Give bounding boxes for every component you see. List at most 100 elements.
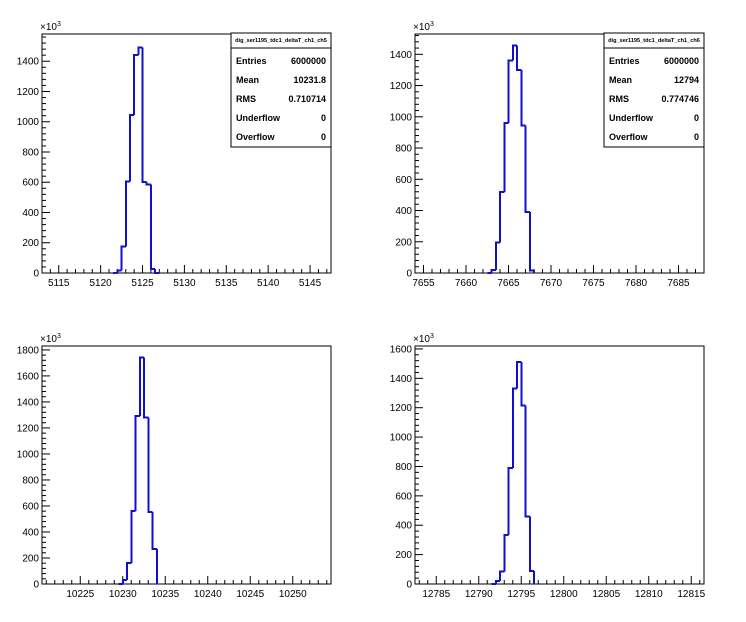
- y-tick-label: 400: [395, 521, 412, 532]
- histogram-series: [118, 356, 158, 585]
- y-tick-label: 1400: [17, 57, 40, 68]
- histogram-bin: [120, 245, 126, 271]
- histogram-series: [487, 44, 535, 274]
- stats-value: 0: [321, 113, 326, 123]
- histogram-bin: [516, 361, 522, 389]
- histogram-bin: [126, 562, 132, 581]
- stats-value: 6000000: [291, 56, 326, 66]
- y-tick-label: 600: [22, 501, 39, 512]
- stats-value: 12794: [674, 75, 699, 85]
- histogram-bin: [130, 510, 136, 564]
- histogram-series: [491, 361, 535, 585]
- stats-label: Overflow: [236, 132, 276, 142]
- stats-label: Underflow: [236, 113, 281, 123]
- histogram-bin: [134, 415, 140, 512]
- y-multiplier-label: ×103: [413, 21, 434, 33]
- x-tick-label: 10245: [236, 589, 264, 600]
- y-multiplier-label: ×103: [40, 333, 61, 345]
- stats-title: dig_ser1195_tdc1_deltaT_ch1_ch5: [235, 38, 327, 44]
- y-tick-label: 600: [22, 178, 39, 189]
- y-tick-label: 800: [395, 144, 412, 155]
- histogram-bin: [520, 69, 526, 127]
- y-tick-label: 400: [22, 527, 39, 538]
- y-tick-label: 400: [395, 206, 412, 217]
- y-tick-label: 1200: [390, 81, 413, 92]
- x-tick-label: 5130: [173, 278, 196, 289]
- x-tick-label: 12810: [635, 589, 663, 600]
- x-tick-label: 7685: [667, 278, 690, 289]
- histogram-bin: [503, 122, 509, 192]
- histogram-bin: [528, 516, 534, 572]
- y-tick-label: 1200: [17, 423, 40, 434]
- stats-value: 0: [321, 132, 326, 142]
- y-tick-label: 800: [22, 475, 39, 486]
- stats-label: Mean: [609, 75, 632, 85]
- y-tick-label: 1600: [390, 344, 413, 355]
- histogram-bin: [516, 45, 522, 71]
- y-tick-label: 1200: [17, 87, 40, 98]
- y-tick-label: 200: [395, 237, 412, 248]
- stats-label: Underflow: [609, 113, 654, 123]
- y-tick-label: 1800: [17, 345, 40, 356]
- y-tick-label: 600: [395, 491, 412, 502]
- histogram-bin: [499, 190, 505, 243]
- x-tick-label: 10230: [109, 589, 137, 600]
- x-tick-label: 12795: [507, 589, 535, 600]
- histogram-bin: [116, 269, 122, 273]
- histogram-bin: [528, 212, 534, 272]
- plot-frame: [41, 33, 332, 274]
- x-tick-label: 5115: [48, 278, 70, 289]
- histogram-bin: [507, 59, 513, 124]
- x-tick-label: 7680: [625, 278, 648, 289]
- histogram-bin: [524, 125, 530, 214]
- y-multiplier-label: ×103: [413, 333, 434, 345]
- x-tick-label: 12815: [677, 589, 705, 600]
- y-tick-label: 200: [22, 553, 39, 564]
- histogram-bin: [151, 511, 157, 550]
- y-tick-label: 0: [406, 580, 412, 591]
- x-tick-label: 5140: [257, 278, 280, 289]
- y-tick-label: 0: [33, 580, 39, 591]
- histogram-bin: [494, 580, 500, 584]
- stats-value: 6000000: [664, 56, 699, 66]
- x-tick-label: 10235: [151, 589, 179, 600]
- histogram-bin: [507, 466, 513, 535]
- histogram-series: [113, 46, 160, 274]
- stats-value: 10231.8: [293, 75, 326, 85]
- y-tick-label: 400: [22, 208, 39, 219]
- x-tick-label: 10250: [279, 589, 307, 600]
- stats-box-frame: [603, 32, 705, 148]
- x-tick-label: 10225: [66, 589, 94, 600]
- histogram-bin: [490, 268, 496, 273]
- stats-box: dig_ser1195_tdc1_deltaT_ch1_ch5 Entries 60…: [230, 32, 332, 148]
- stats-value: 0.774746: [661, 94, 699, 104]
- y-tick-label: 0: [33, 269, 39, 280]
- y-tick-label: 1000: [17, 117, 40, 128]
- histogram-bin: [149, 184, 156, 271]
- y-multiplier-label: ×103: [40, 21, 61, 33]
- histogram-bin: [141, 47, 147, 184]
- stats-label: RMS: [609, 94, 629, 104]
- stats-label: Entries: [236, 56, 267, 66]
- histogram-pad-3: 10225 10230 10235 10240 10245 10250 0 200 400 600…: [17, 32, 332, 600]
- x-tick-label: 5120: [90, 278, 113, 289]
- x-tick-label: 5135: [215, 278, 238, 289]
- y-tick-label: 1400: [390, 374, 413, 385]
- stats-value: 0: [694, 113, 699, 123]
- histogram-bin: [145, 182, 151, 186]
- y-tick-label: 800: [22, 147, 39, 158]
- histogram-bin: [154, 269, 160, 274]
- histogram-bin: [503, 533, 509, 572]
- x-tick-label: 12800: [550, 589, 578, 600]
- stats-label: Mean: [236, 75, 259, 85]
- stats-box-frame: [230, 32, 332, 148]
- y-tick-label: 800: [395, 462, 412, 473]
- x-tick-label: 5145: [299, 278, 322, 289]
- histogram-bin: [511, 387, 517, 468]
- histogram-bin: [137, 46, 143, 56]
- stats-value: 0: [694, 132, 699, 142]
- x-tick-label: 7665: [497, 278, 520, 289]
- histogram-bin: [143, 357, 149, 419]
- x-tick-label: 5125: [131, 278, 154, 289]
